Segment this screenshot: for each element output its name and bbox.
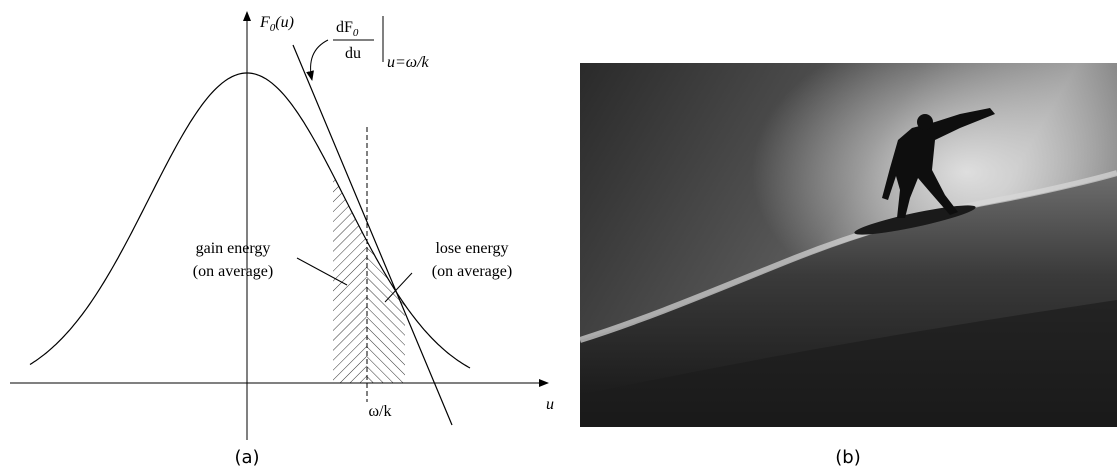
surfer [882,108,995,218]
lose-pointer [384,272,413,303]
derivative-numerator: dF0 [336,19,359,39]
numerator: dF [336,19,353,36]
subscript: 0 [270,22,276,34]
wave-face [580,300,1117,427]
derivative-denominator: du [345,45,361,62]
panel-a: F0(u) dF0 du u=ω/k gain energy (on avera… [10,11,554,468]
y-axis-label: F0(u) [259,14,294,34]
symbol: F [259,14,270,31]
caption: (a) [234,447,259,468]
lose-hatch [367,100,405,383]
gain-pointer [296,257,348,286]
subscript: 0 [353,27,359,39]
evaluation-point: u=ω/k [387,54,430,71]
gain-label: gain energy [196,240,271,257]
surfboard [854,205,976,235]
tangent-line [292,44,453,426]
lose-label: (on average) [432,263,512,280]
caption: (b) [835,447,860,468]
surfer-head [917,114,933,130]
argument: (u) [275,14,294,31]
x-axis-label: u [546,396,554,413]
pointer-arrow [306,39,329,81]
gain-label: (on average) [193,263,273,280]
panel-b: (b) [580,63,1117,468]
x-tick-label: ω/k [369,403,392,420]
surf-photo [580,63,1117,427]
lose-label: lose energy [435,240,508,257]
gain-hatch [333,100,367,383]
